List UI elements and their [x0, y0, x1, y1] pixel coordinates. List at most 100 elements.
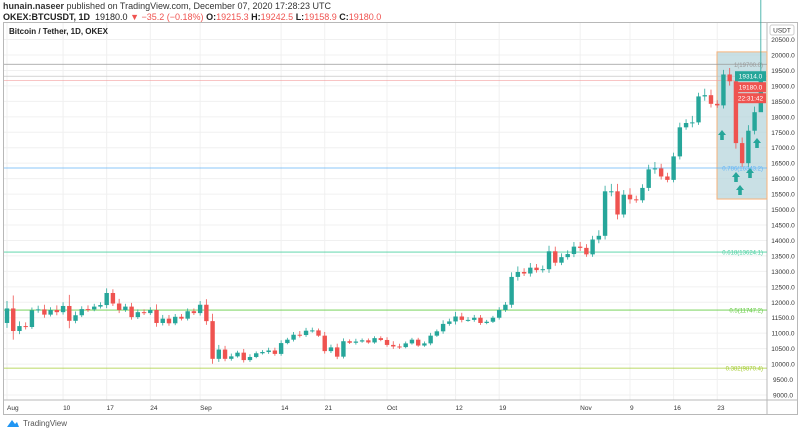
candle-body: [484, 321, 489, 323]
candle-body: [135, 312, 141, 318]
candle-body: [173, 316, 178, 324]
candle-body: [621, 194, 626, 215]
candle-body: [571, 246, 577, 255]
currency-label: USDT: [773, 28, 791, 35]
time-tick-label: 10: [63, 405, 71, 412]
candle-body: [683, 122, 689, 128]
candle-body: [291, 334, 296, 340]
candle-body: [447, 321, 452, 324]
candle-body: [465, 319, 471, 321]
up-arrow-icon: [753, 138, 761, 148]
candle-body: [565, 254, 570, 258]
price-label-bg: [735, 71, 766, 82]
candle-body: [79, 309, 84, 316]
price-label: 22:31:42: [738, 96, 764, 103]
candle-body: [347, 341, 352, 343]
price-tick-label: 9500.0: [773, 377, 793, 384]
candle-body: [254, 353, 259, 357]
candle-body: [4, 308, 10, 323]
candle-body: [584, 247, 589, 255]
candle-body: [328, 347, 334, 352]
price-tick-label: 15500.0: [771, 192, 795, 199]
candle-body: [409, 339, 415, 344]
candle-body: [590, 239, 595, 255]
candle-body: [104, 292, 109, 306]
price-label-bg: [735, 93, 766, 104]
price-tick-label: 15000.0: [771, 207, 795, 214]
candle-body: [341, 341, 346, 357]
candle-body: [48, 309, 53, 315]
candle-body: [708, 95, 714, 104]
price-tick-label: 16500.0: [771, 161, 795, 168]
time-tick-label: 19: [499, 405, 507, 412]
open-value: 19215.3: [216, 12, 249, 22]
price-label: 19180.0: [739, 85, 763, 92]
candle-body: [509, 276, 514, 305]
candle-body: [42, 309, 47, 315]
candle-body: [615, 191, 620, 215]
close-label: C:: [339, 12, 349, 22]
candle-body: [98, 305, 103, 307]
candle-body: [503, 304, 508, 310]
author-name[interactable]: hunain.naseer: [3, 1, 65, 11]
candle-body: [422, 343, 427, 346]
fib-level-label: 0.5(11747.2): [729, 309, 763, 315]
price-tick-label: 9000.0: [773, 392, 793, 399]
candle-body: [197, 304, 203, 314]
candle-body: [229, 356, 234, 359]
candle-body: [123, 306, 128, 310]
candle-body: [366, 340, 371, 343]
candle-body: [453, 316, 458, 322]
low-label: L:: [295, 12, 305, 22]
candle-body: [665, 176, 670, 180]
time-tick-label: Aug: [7, 405, 19, 412]
chart-frame[interactable]: [3, 22, 798, 415]
candle-body: [160, 318, 165, 323]
candle-body: [67, 305, 72, 321]
candle-body: [472, 317, 477, 320]
candle-body: [179, 316, 184, 319]
price-tick-label: 20500.0: [771, 37, 795, 44]
currency-box: [769, 24, 795, 36]
candle-body: [553, 251, 558, 263]
candle-body: [596, 235, 602, 240]
candle-body: [222, 349, 228, 359]
price-tick-label: 13500.0: [771, 253, 795, 260]
price-tick-label: 19500.0: [771, 68, 795, 75]
candle-body: [60, 305, 66, 313]
candle-body: [185, 311, 190, 319]
candle-body: [515, 271, 521, 277]
candle-body: [260, 352, 265, 354]
candle-body: [29, 310, 35, 327]
price-tick-label: 18500.0: [771, 99, 795, 106]
candle-body: [310, 330, 315, 332]
up-arrow-icon: [746, 168, 754, 178]
candle-body: [652, 168, 658, 170]
candle-body: [353, 341, 359, 343]
candle-body: [11, 308, 16, 332]
candle-body: [154, 309, 159, 323]
candle-body: [35, 309, 41, 311]
tradingview-logo[interactable]: TradingView: [6, 418, 67, 428]
candle-body: [73, 315, 78, 321]
candle-body: [129, 306, 134, 318]
price-label: 19314.0: [739, 74, 763, 81]
ohlc-bar: OKEX:BTCUSDT, 1D 19180.0 ▼ −35.2 (−0.18%…: [3, 12, 381, 22]
candle-body: [316, 330, 321, 336]
candle-body: [440, 323, 446, 332]
candle-body: [166, 318, 172, 324]
price-tick-label: 19000.0: [771, 83, 795, 90]
candle-body: [110, 292, 116, 304]
price-tick-label: 11500.0: [771, 315, 794, 322]
time-tick-label: 16: [674, 405, 682, 412]
candle-body: [210, 321, 215, 359]
candle-body: [746, 130, 751, 164]
candle-body: [378, 338, 383, 340]
price-tick-label: 16000.0: [771, 176, 795, 183]
candle-body: [241, 352, 246, 361]
candle-body: [559, 257, 564, 263]
price-tick-label: 14500.0: [771, 222, 795, 229]
time-tick-label: 24: [150, 405, 158, 412]
candle-body: [247, 356, 253, 361]
